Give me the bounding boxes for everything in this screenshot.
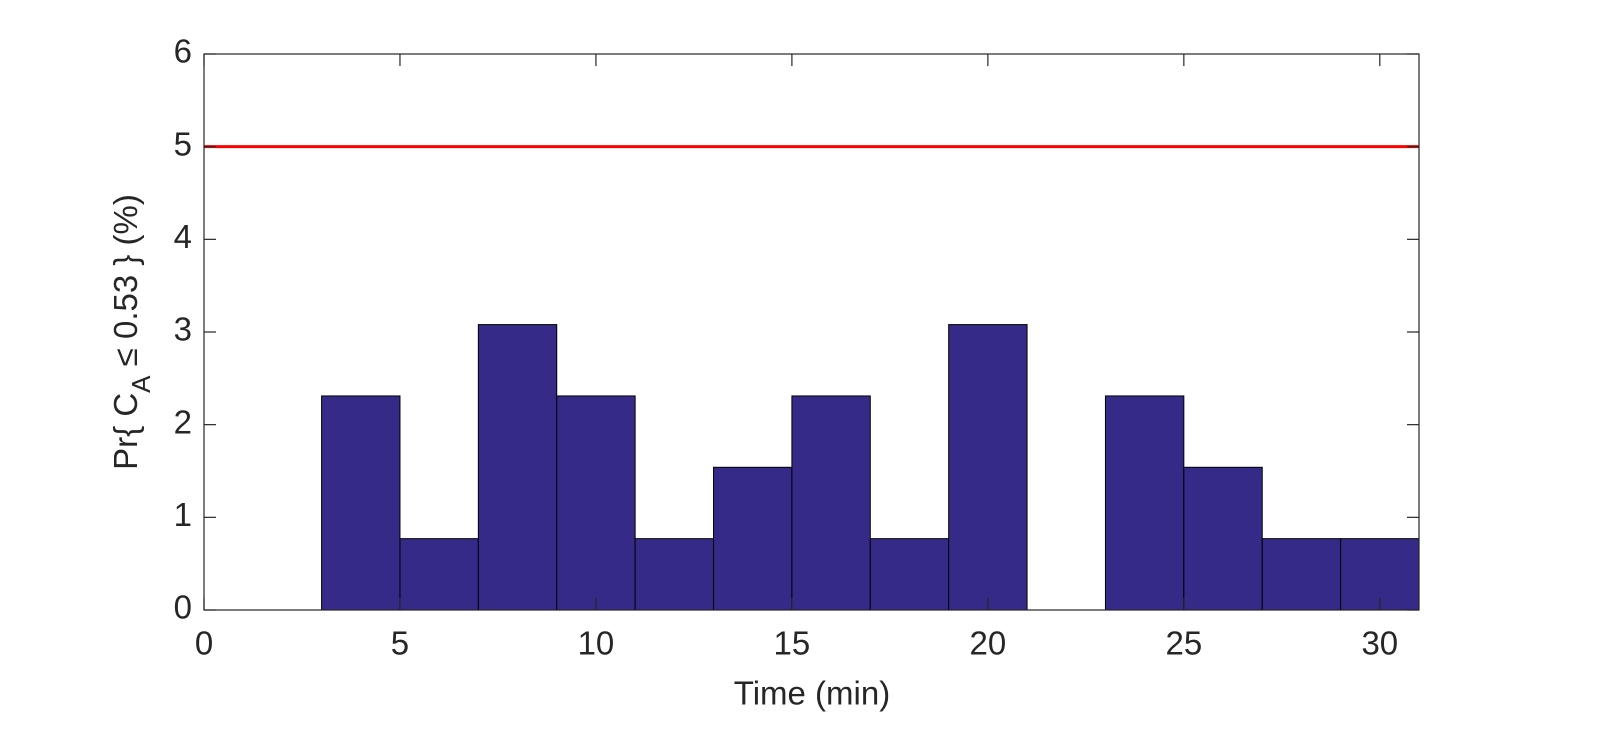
y-tick-label: 5 (174, 125, 192, 162)
bar (1261, 538, 1342, 611)
bar (477, 324, 558, 611)
y-label-suffix: ≤ 0.53 } (%) (107, 194, 144, 375)
bar (556, 395, 636, 611)
bar (869, 538, 950, 611)
bar (321, 395, 401, 611)
y-tick-label: 0 (174, 589, 192, 626)
y-label-subscript: A (126, 375, 156, 393)
bar (399, 538, 479, 611)
x-tick-label: 30 (1361, 625, 1398, 662)
x-axis-label: Time (min) (734, 675, 890, 712)
y-tick-label: 1 (174, 496, 192, 533)
y-tick-label: 2 (174, 403, 192, 440)
bar (1183, 466, 1263, 611)
y-tick-label: 3 (174, 311, 192, 348)
y-label-prefix: Pr{ C (107, 393, 144, 470)
x-tick-label: 10 (578, 625, 615, 662)
y-tick-label: 6 (174, 33, 192, 70)
x-tick-label: 20 (970, 625, 1007, 662)
x-tick-label: 0 (195, 625, 213, 662)
x-tick-label: 25 (1165, 625, 1202, 662)
bar (948, 324, 1028, 611)
y-tick-label: 4 (174, 218, 192, 255)
bar (634, 538, 715, 611)
bar (791, 395, 871, 611)
bar (1104, 395, 1185, 611)
bar (713, 466, 793, 611)
x-tick-label: 15 (774, 625, 811, 662)
x-tick-label: 5 (391, 625, 409, 662)
y-axis-label: Pr{ CA ≤ 0.53 } (%) (107, 194, 156, 470)
